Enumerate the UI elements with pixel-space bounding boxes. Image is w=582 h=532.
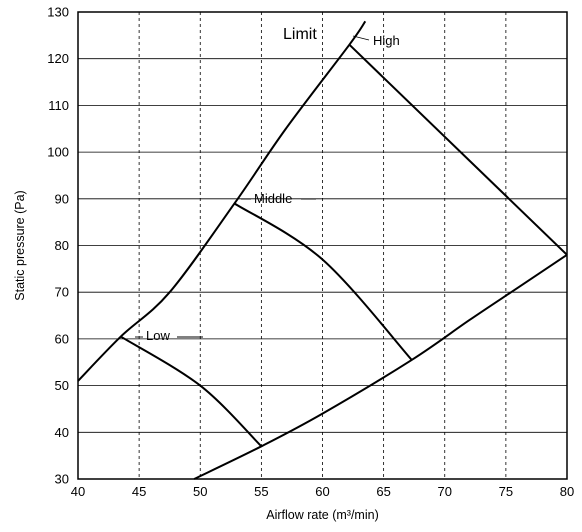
series-label-low: Low [146,328,170,343]
x-tick-label: 55 [254,484,268,499]
y-tick-label: 50 [55,378,69,393]
y-tick-label: 90 [55,191,69,206]
curves [77,20,568,480]
series-middle-curve [233,202,413,361]
y-tick-label: 130 [47,5,69,20]
x-tick-label: 75 [499,484,513,499]
x-tick-label: 45 [132,484,146,499]
series-high-curve [348,43,568,256]
series-low-curve [120,335,263,448]
y-tick-label: 110 [48,98,69,113]
label-leader-high [352,35,370,41]
y-tick-label: 60 [55,331,69,346]
x-tick-label: 65 [376,484,390,499]
y-tick-label: 100 [47,145,69,160]
series-label-high: High [373,33,400,48]
y-axis-label: Static pressure (Pa) [13,190,27,300]
series-label-middle: Middle [254,191,292,206]
x-tick-label: 70 [438,484,452,499]
x-tick-label: 60 [315,484,329,499]
grid [78,12,567,479]
y-tick-label: 40 [55,425,69,440]
x-tick-label: 50 [193,484,207,499]
y-tick-label: 30 [55,472,69,487]
y-tick-label: 70 [55,285,69,300]
x-tick-label: 40 [71,484,85,499]
y-tick-label: 120 [47,51,69,66]
curve-labels: High Middle Low Limit [135,26,400,343]
y-tick-label: 80 [55,238,69,253]
lower-limit-curve [193,254,568,480]
annotation-limit: Limit [283,26,317,43]
x-tick-label: 80 [560,484,574,499]
x-axis-label: Airflow rate (m³/min) [266,508,379,522]
ticks: 40 45 50 55 60 65 70 75 803040506070809010011012… [47,5,574,500]
